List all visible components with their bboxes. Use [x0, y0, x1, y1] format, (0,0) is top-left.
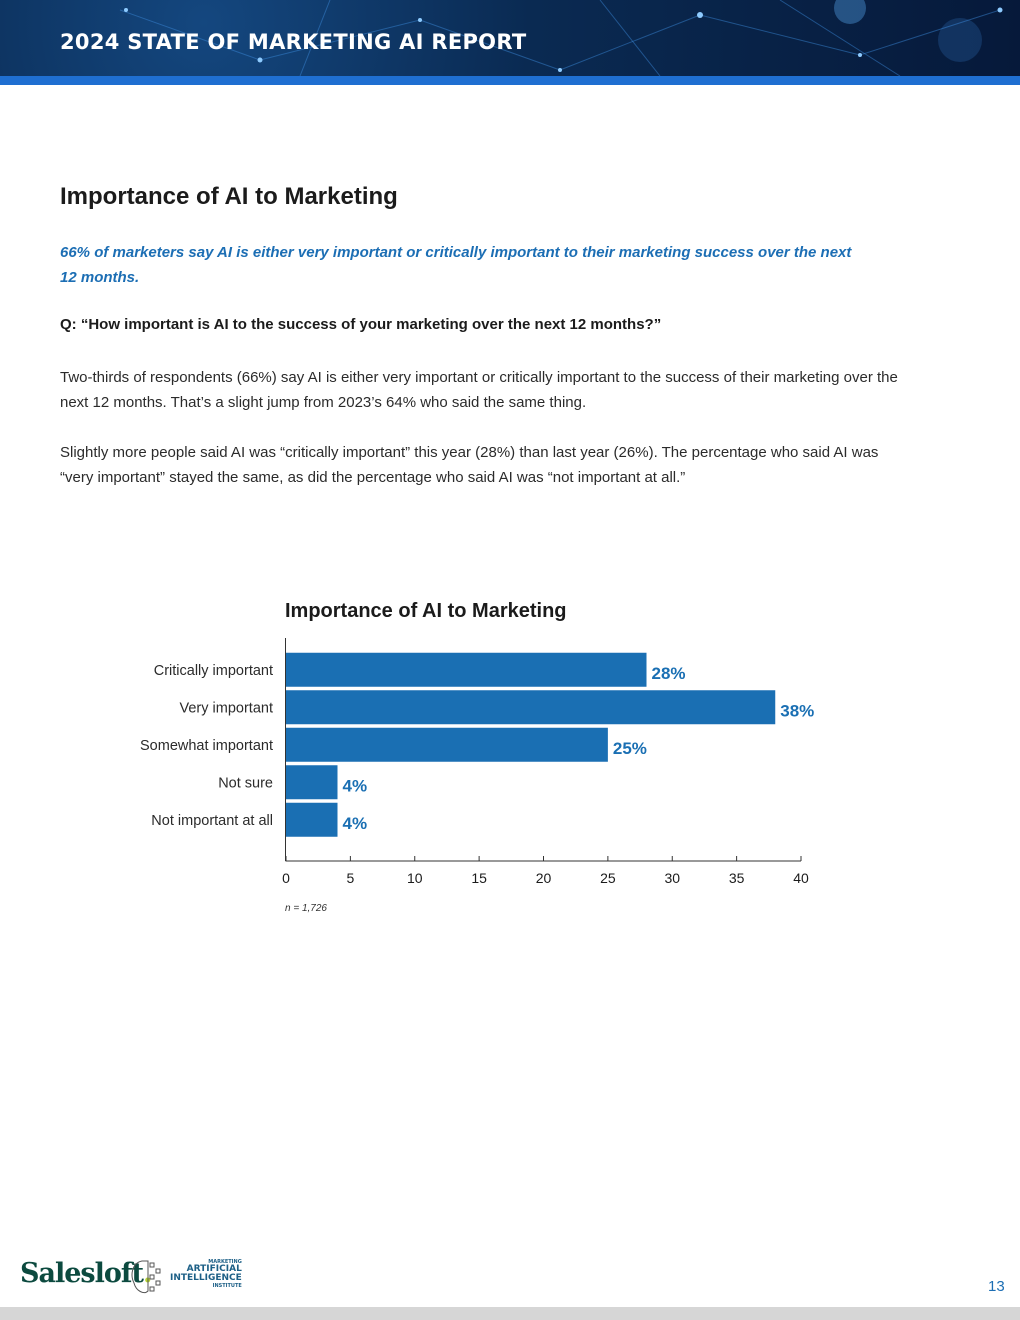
x-tick-label-2: 10	[407, 870, 423, 886]
lead-statement: 66% of marketers say AI is either very i…	[60, 244, 852, 286]
bar-0	[286, 652, 647, 687]
survey-question: Q: “How important is AI to the success o…	[60, 316, 662, 333]
header-accent-stripe	[0, 76, 1020, 85]
maii-logo: MARKETING ARTIFICIAL INTELLIGENCE INSTIT…	[128, 1257, 242, 1297]
header-banner	[0, 0, 1020, 76]
category-label-2: Somewhat important	[140, 738, 273, 754]
x-tick-label-8: 40	[793, 870, 809, 886]
category-label-3: Not sure	[218, 775, 273, 791]
report-title: 2024 STATE OF MARKETING AI REPORT	[60, 30, 527, 54]
category-label-0: Critically important	[154, 663, 273, 679]
data-label-0: 28%	[652, 664, 686, 683]
data-label-3: 4%	[343, 776, 368, 795]
bar-3	[286, 765, 338, 800]
x-tick-label-7: 35	[729, 870, 745, 886]
x-tick-label-5: 25	[600, 870, 616, 886]
bar-2	[286, 727, 608, 762]
category-label-4: Not important at all	[151, 813, 273, 829]
bar-1	[286, 690, 776, 725]
data-label-1: 38%	[780, 701, 814, 720]
x-tick-label-1: 5	[346, 870, 354, 886]
chart-title: Importance of AI to Marketing	[285, 600, 567, 622]
x-tick-label-3: 15	[471, 870, 487, 886]
footer-bar	[0, 1307, 1020, 1320]
data-label-4: 4%	[343, 814, 368, 833]
x-tick-label-4: 20	[536, 870, 552, 886]
x-tick-label-6: 30	[664, 870, 680, 886]
category-label-1: Very important	[180, 700, 274, 716]
bar-4	[286, 802, 338, 837]
maii-wordmark: MARKETING ARTIFICIAL INTELLIGENCE INSTIT…	[170, 1259, 242, 1289]
paragraph-2: Slightly more people said AI was “critic…	[60, 444, 879, 486]
page-title: Importance of AI to Marketing	[60, 183, 398, 210]
paragraph-1: Two-thirds of respondents (66%) say AI i…	[60, 369, 898, 411]
brain-circuit-icon	[131, 1260, 161, 1294]
sample-size-note: n = 1,726	[285, 903, 327, 914]
network-background-graphic	[119, 0, 1003, 76]
page-number: 13	[988, 1278, 1005, 1295]
data-label-2: 25%	[613, 739, 647, 758]
importance-bar-chart: Importance of AI to Marketing Critically…	[140, 600, 814, 914]
x-tick-label-0: 0	[282, 870, 290, 886]
